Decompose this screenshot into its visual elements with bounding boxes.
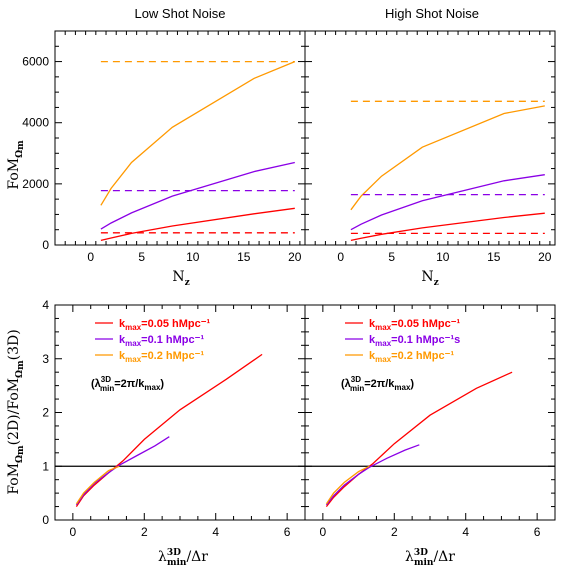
x-tick-label: 10 xyxy=(186,250,200,264)
x-tick-label: 10 xyxy=(436,250,450,264)
plot-frame xyxy=(54,30,306,246)
legend-label: kmax=0.2 hMpc⁻¹ xyxy=(119,350,204,364)
y-tick-label: 2 xyxy=(42,406,49,420)
x-tick-label: 4 xyxy=(212,525,219,539)
plot-frame xyxy=(304,30,556,246)
x-tick-label: 15 xyxy=(237,250,251,264)
x-axis-label-lambda-right: λ3D min/Δr xyxy=(405,548,455,568)
series-line-2 xyxy=(350,105,545,211)
x-tick-label: 20 xyxy=(538,250,552,264)
y-tick-label: 4000 xyxy=(22,116,49,130)
x-tick-label: 2 xyxy=(391,525,398,539)
x-tick-label: 0 xyxy=(70,525,77,539)
panel-low-shot-noise: 0 5 10 15 20 0 2000 4000 6000 xyxy=(22,30,306,264)
panel-title-low-shot-noise: Low Shot Noise xyxy=(134,6,225,21)
series-line-0 xyxy=(75,353,263,507)
y-tick-label: 1 xyxy=(42,459,49,473)
series-line-0 xyxy=(350,212,545,242)
legend-label: kmax=0.05 hMpc⁻¹ xyxy=(369,318,461,332)
x-tick-label: 6 xyxy=(534,525,541,539)
panel-ratio-high-shot-noise: 0 2 4 6 kmax=0.05 hMpc⁻¹ kmax=0.1 hMpc⁻¹s kmax… xyxy=(304,304,556,539)
series-line-1 xyxy=(350,174,545,231)
series-line-2 xyxy=(325,465,370,505)
panel-high-shot-noise: 0 5 10 15 20 xyxy=(304,30,556,264)
lambda-definition-note: (λ3D min=2π/kmax) xyxy=(91,375,164,393)
x-tick-label: 20 xyxy=(288,250,302,264)
legend-label: kmax=0.1 hMpc⁻¹s xyxy=(369,334,460,348)
x-axis-label-nz-right: Nz xyxy=(421,269,438,288)
y-tick-label: 6000 xyxy=(22,55,49,69)
x-tick-label: 6 xyxy=(284,525,291,539)
legend-label: kmax=0.05 hMpc⁻¹ xyxy=(119,318,211,332)
series-line-0 xyxy=(100,207,295,242)
series-line-0 xyxy=(325,371,513,508)
x-tick-label: 4 xyxy=(462,525,469,539)
x-tick-label: 0 xyxy=(337,250,344,264)
panel-ratio-low-shot-noise: 0 2 4 6 0 1 2 3 4 kmax=0.05 hMpc⁻¹ kmax=0.1 hMpc⁻¹… xyxy=(42,298,306,539)
series-line-2 xyxy=(75,465,120,505)
series-line-1 xyxy=(100,161,295,230)
lambda-definition-note: (λ3D min=2π/kmax) xyxy=(341,375,414,393)
series-line-1 xyxy=(325,444,420,506)
y-tick-label: 0 xyxy=(42,513,49,527)
x-tick-label: 5 xyxy=(138,250,145,264)
y-axis-label-fom-ratio: FoMΩm(2D)/FoMΩm(3D) xyxy=(6,329,26,494)
legend-label: kmax=0.1 hMpc⁻¹ xyxy=(119,334,204,348)
y-tick-label: 2000 xyxy=(22,177,49,191)
x-axis-label-lambda-left: λ3D min/Δr xyxy=(158,548,208,568)
series-line-2 xyxy=(100,60,296,206)
x-axis-label-nz-left: Nz xyxy=(172,269,189,288)
x-tick-label: 2 xyxy=(141,525,148,539)
x-tick-label: 0 xyxy=(87,250,94,264)
panel-title-high-shot-noise: High Shot Noise xyxy=(385,6,479,21)
x-tick-label: 0 xyxy=(320,525,327,539)
x-tick-label: 15 xyxy=(487,250,501,264)
x-tick-label: 5 xyxy=(388,250,395,264)
y-tick-label: 0 xyxy=(42,238,49,252)
y-tick-label: 4 xyxy=(42,298,49,312)
y-tick-label: 3 xyxy=(42,352,49,366)
legend-label: kmax=0.2 hMpc⁻¹ xyxy=(369,350,454,364)
series-line-1 xyxy=(75,436,170,506)
